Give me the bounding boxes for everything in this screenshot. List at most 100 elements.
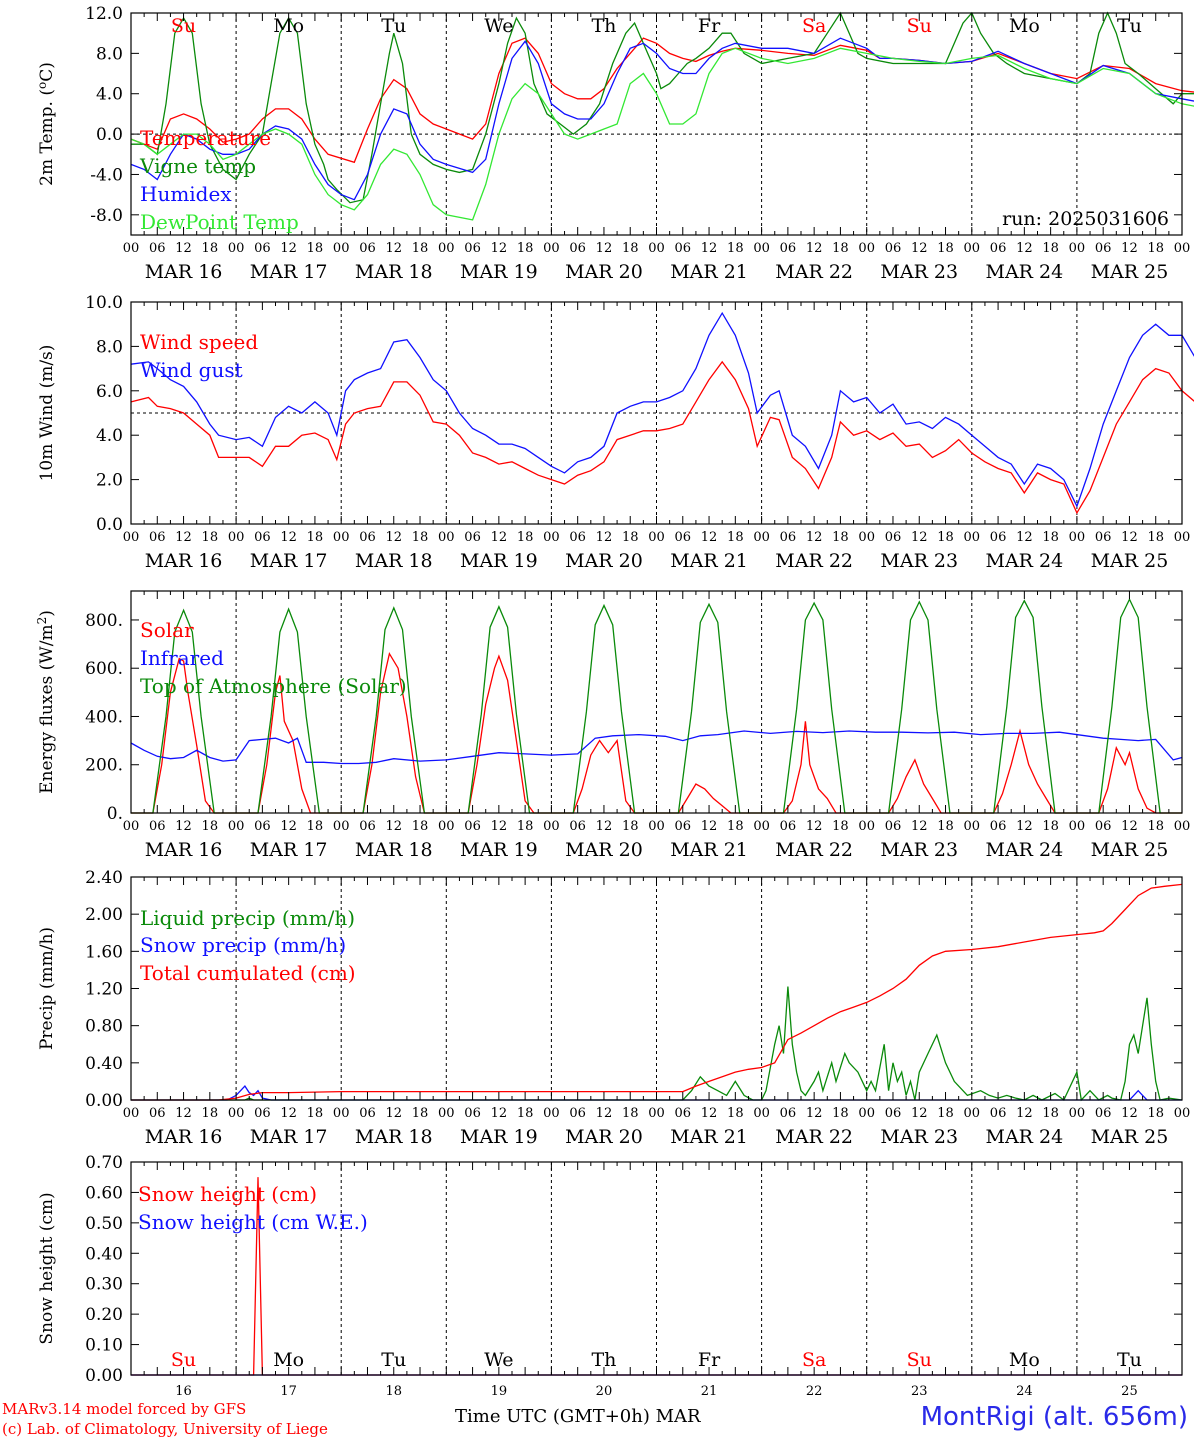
x-hour-label: 06: [990, 241, 1007, 256]
x-hour-label: 00: [333, 241, 350, 256]
x-day-label: MAR 18: [355, 550, 433, 572]
y-tick-label: 0.80: [85, 1017, 123, 1037]
y-tick-label: 0.00: [85, 1366, 123, 1386]
x-hour-label: 06: [569, 241, 586, 256]
x-hour-label: 12: [596, 1106, 613, 1121]
x-hour-label: 06: [464, 819, 481, 834]
x-hour-label: 12: [175, 530, 192, 545]
weekday-label: Su: [171, 15, 196, 37]
x-hour-label: 06: [569, 1106, 586, 1121]
x-day-label: MAR 16: [145, 1126, 223, 1148]
legend-entry: Infrared: [140, 646, 224, 670]
x-hour-label: 12: [491, 241, 508, 256]
x-hour-label: 00: [964, 1106, 981, 1121]
x-hour-label: 18: [832, 530, 849, 545]
x-hour-label: 00: [753, 530, 770, 545]
x-hour-label: 12: [1016, 819, 1033, 834]
legend-entry: Snow precip (mm/h): [140, 933, 346, 957]
x-hour-label: 18: [202, 819, 219, 834]
y-tick-label: 600.: [85, 659, 123, 679]
weekday-label: We: [484, 15, 513, 37]
x-hour-label: 06: [885, 530, 902, 545]
weekday-label: Su: [907, 1349, 932, 1371]
x-hour-label: 06: [780, 530, 797, 545]
x-day-label: MAR 23: [880, 261, 958, 283]
x-hour-label: 12: [385, 530, 402, 545]
x-hour-label: 12: [806, 530, 823, 545]
x-hour-label: 06: [885, 241, 902, 256]
x-axis-title: Time UTC (GMT+0h) MAR: [455, 1406, 701, 1427]
x-hour-label: 18: [622, 530, 639, 545]
x-day-label: MAR 20: [565, 839, 643, 861]
y-tick-label: 8.0: [96, 44, 123, 64]
x-hour-label: 06: [254, 1106, 271, 1121]
x-hour-label: 06: [569, 530, 586, 545]
x-hour-label: 00: [123, 819, 140, 834]
x-day-label: MAR 24: [985, 261, 1063, 283]
legend-entry: Snow height (cm): [138, 1182, 317, 1206]
x-hour-label: 12: [175, 819, 192, 834]
x-day-label: MAR 25: [1091, 550, 1169, 572]
x-hour-label: 18: [517, 241, 534, 256]
x-hour-label: 18: [1147, 1106, 1164, 1121]
x-hour-label: 00: [753, 241, 770, 256]
x-hour-label: 18: [937, 1106, 954, 1121]
weekday-label: Tu: [381, 1349, 406, 1371]
x-hour-label: 06: [149, 530, 166, 545]
day-number-label: 22: [806, 1384, 823, 1399]
day-number-label: 25: [1121, 1384, 1138, 1399]
x-hour-label: 00: [858, 241, 875, 256]
x-day-label: MAR 19: [460, 261, 538, 283]
x-hour-label: 00: [1069, 819, 1086, 834]
lab-credit: (c) Lab. of Climatology, University of L…: [2, 1420, 328, 1438]
x-day-label: MAR 17: [250, 261, 328, 283]
x-hour-label: 12: [280, 1106, 297, 1121]
y-axis-label: Precip (mm/h): [37, 927, 57, 1050]
x-hour-label: 00: [438, 530, 455, 545]
weekday-label: Mo: [1009, 1349, 1040, 1371]
x-hour-label: 00: [438, 241, 455, 256]
weekday-label: Sa: [802, 1349, 826, 1371]
x-hour-label: 00: [438, 1106, 455, 1121]
x-hour-label: 18: [832, 241, 849, 256]
y-tick-label: 12.0: [85, 4, 123, 24]
day-number-label: 17: [280, 1384, 297, 1399]
legend-entry: Liquid precip (mm/h): [140, 906, 355, 930]
legend-entry: DewPoint Temp: [140, 210, 299, 234]
x-hour-label: 18: [1042, 530, 1059, 545]
series-line: [130, 37, 1194, 164]
x-day-label: MAR 17: [250, 550, 328, 572]
x-hour-label: 06: [675, 1106, 692, 1121]
x-hour-label: 18: [412, 1106, 429, 1121]
weekday-label: We: [484, 1349, 513, 1371]
x-hour-label: 06: [1095, 819, 1112, 834]
y-tick-label: 0.50: [85, 1214, 123, 1234]
y-tick-label: -8.0: [90, 206, 123, 226]
x-hour-label: 06: [359, 819, 376, 834]
x-day-label: MAR 25: [1091, 261, 1169, 283]
series-line: [130, 360, 1194, 515]
y-tick-label: 0.00: [85, 1091, 123, 1111]
weekday-label: Tu: [381, 15, 406, 37]
x-hour-label: 06: [780, 241, 797, 256]
x-hour-label: 12: [1016, 1106, 1033, 1121]
x-hour-label: 06: [675, 819, 692, 834]
model-credit: MARv3.14 model forced by GFS: [2, 1400, 247, 1418]
y-tick-label: 10.0: [85, 293, 123, 313]
x-hour-label: 00: [753, 1106, 770, 1121]
x-hour-label: 06: [464, 530, 481, 545]
x-hour-label: 12: [701, 241, 718, 256]
x-hour-label: 18: [517, 530, 534, 545]
series-line: [131, 11, 1194, 204]
x-day-label: MAR 22: [775, 839, 853, 861]
y-tick-label: -4.0: [90, 165, 123, 185]
x-hour-label: 18: [622, 241, 639, 256]
x-hour-label: 00: [1069, 241, 1086, 256]
x-hour-label: 18: [832, 1106, 849, 1121]
x-hour-label: 06: [569, 819, 586, 834]
x-hour-label: 12: [1121, 1106, 1138, 1121]
day-number-label: 18: [385, 1384, 402, 1399]
x-hour-label: 06: [990, 819, 1007, 834]
x-hour-label: 18: [832, 819, 849, 834]
